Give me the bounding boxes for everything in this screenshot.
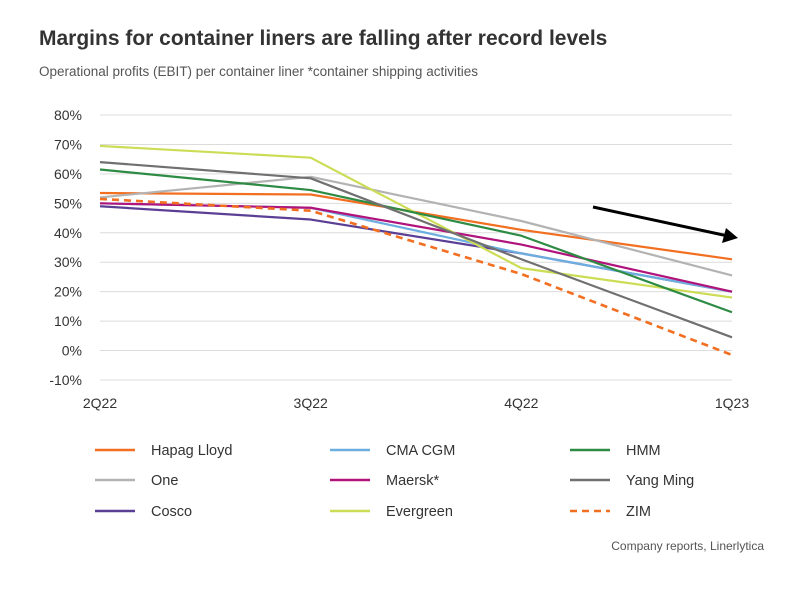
series-line-one [99, 175, 733, 277]
legend-label: One [151, 473, 178, 489]
y-tick-label: 50% [54, 195, 82, 211]
y-tick-label: 80% [54, 107, 82, 123]
legend-item-yang-ming: Yang Ming [570, 473, 694, 489]
x-tick-label: 4Q22 [504, 395, 538, 411]
legend-item-zim: ZIM [570, 504, 651, 520]
y-tick-label: 60% [54, 166, 82, 182]
series-lines [99, 144, 733, 357]
legend-item-hapag-lloyd: Hapag Lloyd [95, 443, 232, 459]
legend-label: Cosco [151, 504, 192, 520]
legend-item-one: One [95, 473, 178, 489]
legend-label: Maersk* [386, 473, 440, 489]
legend: Hapag Lloyd One Cosco CMA CGM Maersk* Evergre… [95, 443, 694, 520]
legend-item-cma-cgm: CMA CGM [330, 443, 455, 459]
series-line-hmm [99, 168, 733, 314]
y-tick-label: 70% [54, 136, 82, 152]
legend-label: Hapag Lloyd [151, 443, 232, 459]
y-tick-label: 30% [54, 254, 82, 270]
x-tick-label: 3Q22 [294, 395, 328, 411]
legend-label: CMA CGM [386, 443, 455, 459]
legend-item-cosco: Cosco [95, 504, 192, 520]
series-line-maersk [99, 202, 733, 293]
trend-arrow [592, 205, 738, 243]
y-axis: 80% 70% 60% 50% 40% 30% 20% 10% 0% -10% [49, 107, 82, 388]
y-tick-label: 20% [54, 284, 82, 300]
series-line-zim [99, 197, 733, 357]
series-line-yang-ming [99, 161, 733, 339]
legend-label: Yang Ming [626, 473, 694, 489]
chart-subtitle: Operational profits (EBIT) per container… [39, 64, 478, 79]
y-tick-label: 10% [54, 313, 82, 329]
legend-item-hmm: HMM [570, 443, 661, 459]
legend-item-maersk: Maersk* [330, 473, 440, 489]
y-tick-label: -10% [49, 372, 82, 388]
y-tick-label: 40% [54, 225, 82, 241]
legend-label: Evergreen [386, 504, 453, 520]
x-axis: 2Q22 3Q22 4Q22 1Q23 [83, 395, 749, 411]
chart-title: Margins for container liners are falling… [39, 27, 608, 50]
y-tick-label: 0% [62, 343, 82, 359]
x-tick-label: 2Q22 [83, 395, 117, 411]
legend-item-evergreen: Evergreen [330, 504, 453, 520]
x-tick-label: 1Q23 [715, 395, 749, 411]
legend-label: ZIM [626, 504, 651, 520]
source-note: Company reports, Linerlytica [611, 539, 764, 553]
grid-lines [100, 114, 732, 381]
legend-label: HMM [626, 443, 661, 459]
